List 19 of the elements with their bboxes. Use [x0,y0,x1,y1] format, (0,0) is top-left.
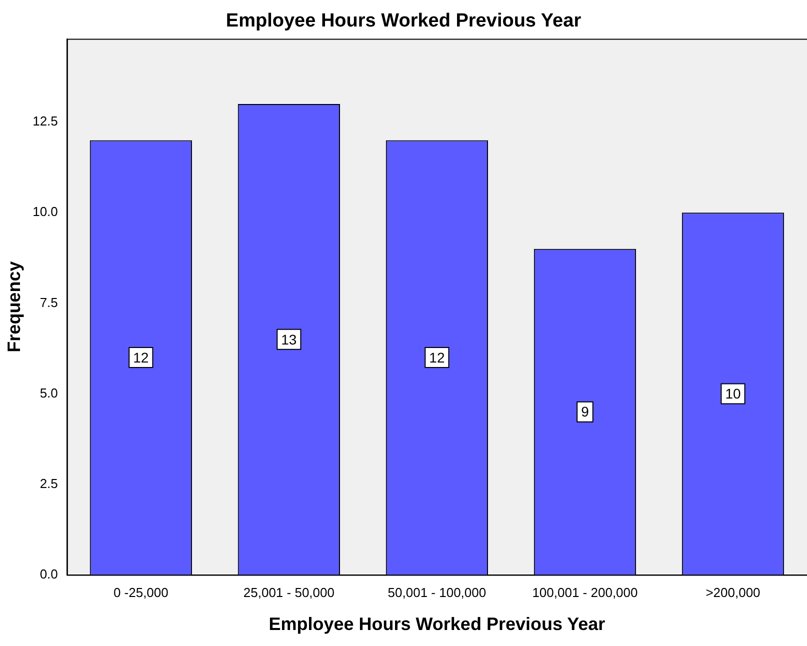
y-tick-label: 2.5 [40,476,58,491]
data-label: 10 [725,386,741,402]
y-tick-label: 10.0 [32,204,58,220]
data-label: 13 [281,331,297,348]
data-label: 12 [429,349,445,366]
y-tick-label: 7.5 [40,294,58,310]
y-tick-label: 5.0 [40,385,58,400]
x-tick-label: >200,000 [706,585,760,600]
y-tick-label: 0.0 [40,566,58,582]
x-tick-label: 25,001 - 50,000 [243,585,334,600]
y-axis-title: Frequency [4,261,24,352]
x-tick-label: 100,001 - 200,000 [532,585,638,600]
data-label: 9 [581,404,590,420]
x-axis-title: Employee Hours Worked Previous Year [268,614,606,634]
y-tick-label: 12.5 [32,114,58,129]
x-tick-label: 0 -25,000 [113,585,168,600]
data-label: 12 [133,349,149,366]
x-tick-label: 50,001 - 100,000 [388,585,486,600]
chart-title: Employee Hours Worked Previous Year [226,10,582,32]
